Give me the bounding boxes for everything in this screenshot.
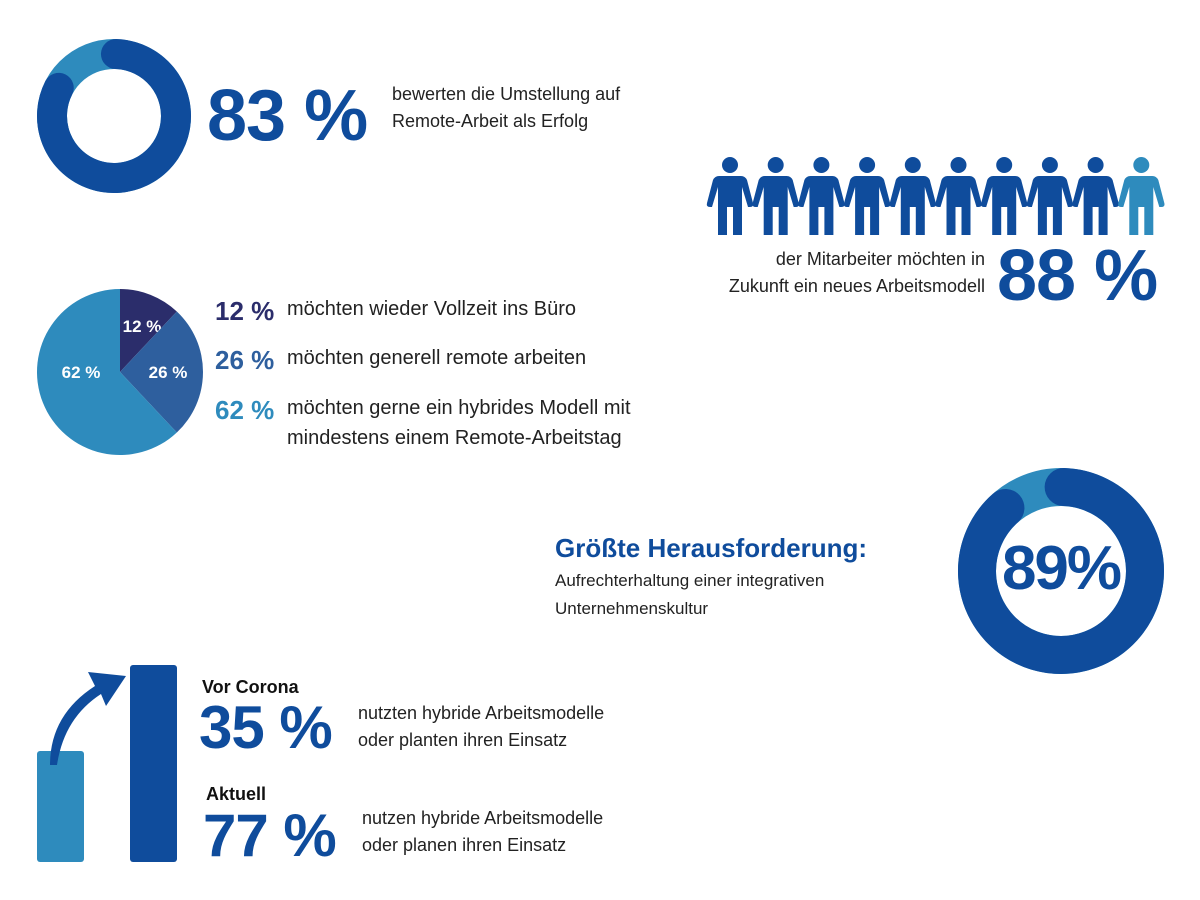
now-line2: oder planen ihren Einsatz [362,835,567,855]
person-icon [752,157,799,235]
pie-slice [120,311,203,433]
person-icon [935,157,982,235]
challenge-line2: Unternehmenskultur [555,599,709,618]
now-value: 77 % [203,802,337,869]
donut-challenge-value-segment [958,468,1164,674]
pie-legend-label-1: möchten wieder Vollzeit ins Büro [287,298,577,320]
people-line2: Zukunft ein neues Arbeitsmodell [728,276,985,296]
person-icon [1118,157,1165,235]
pie-legend-label-3b: mindestens einem Remote-Arbeitstag [287,427,622,449]
person-icon [798,157,845,235]
person-icon [981,157,1028,235]
pie-legend-label-2: möchten generell remote arbeiten [287,347,587,369]
pie-legend-value-2: 26 % [215,345,275,375]
pie-legend-value-3: 62 % [215,395,275,425]
person-icon [889,157,936,235]
pie-legend-value-1: 12 % [215,296,275,326]
person-icon [706,157,754,235]
challenge-line1: Aufrechterhaltung einer integrativen [555,571,825,590]
now-line1: nutzen hybride Arbeitsmodelle [362,808,604,828]
donut-success-value-segment [37,39,191,193]
bar-before [37,750,84,862]
pie-legend-label-3: möchten gerne ein hybrides Modell mit [287,397,631,419]
success-line1: bewerten die Umstellung auf [392,84,621,104]
pie-slice-label: 26 % [149,363,188,382]
person-icon [843,157,891,235]
before-label: Vor Corona [202,677,299,697]
now-label: Aktuell [206,784,267,804]
arrow-up-right-icon [50,672,126,765]
success-line2: Remote-Arbeit als Erfolg [392,111,589,131]
challenge-value: 89% [1001,534,1122,603]
pie-slice-label: 62 % [62,363,101,382]
before-value: 35 % [199,694,333,761]
bar-now [130,665,177,862]
people-value: 88 % [997,236,1158,316]
pie-slice [120,289,177,372]
people-line1: der Mitarbeiter möchten in [775,249,985,269]
challenge-title: Größte Herausforderung: [555,533,868,563]
person-icon [1026,157,1074,235]
pie-slice [36,289,177,455]
success-value: 83 % [207,76,368,156]
before-line1: nutzten hybride Arbeitsmodelle [358,703,605,723]
before-line2: oder planten ihren Einsatz [358,730,568,750]
person-icon [1072,157,1119,235]
pie-slice-label: 12 % [123,317,162,336]
